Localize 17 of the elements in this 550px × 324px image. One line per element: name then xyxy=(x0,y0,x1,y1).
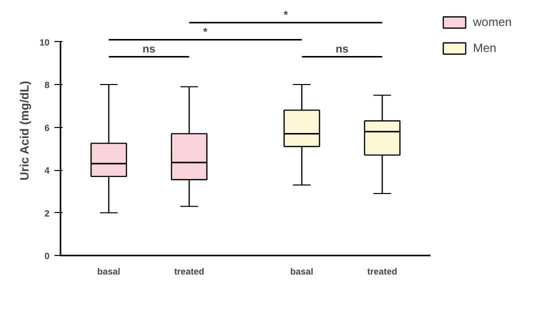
y-tick-label: 2 xyxy=(44,208,50,218)
text: * xyxy=(284,10,289,22)
x-tick-label: treated xyxy=(174,266,204,276)
x-tick-label: basal xyxy=(290,266,314,276)
x-tick-label: treated xyxy=(367,266,398,276)
annotation: ns xyxy=(142,44,156,56)
y-tick-label: 10 xyxy=(39,37,50,48)
legend-label: Men xyxy=(473,41,496,55)
y-tick-label: 8 xyxy=(44,80,50,90)
annotation: ns xyxy=(336,44,348,56)
y-tick-label: 0 xyxy=(44,251,50,261)
legend-label: women xyxy=(473,15,512,29)
y-tick-label: 6 xyxy=(44,122,50,133)
text: * xyxy=(203,26,208,39)
x-tick-label: basal xyxy=(97,266,120,276)
y-axis-title: Uric Acid (mg/dL) xyxy=(17,80,32,180)
y-tick-label: 4 xyxy=(44,166,50,176)
